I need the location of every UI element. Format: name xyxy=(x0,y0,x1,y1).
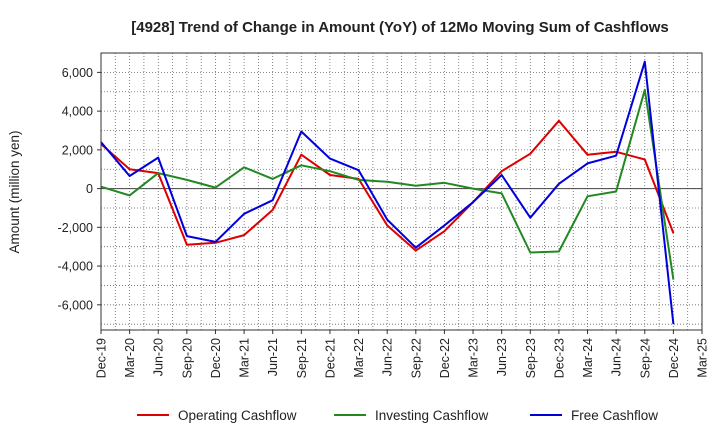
legend-label: Operating Cashflow xyxy=(178,408,297,423)
x-tick-label: Sep-24 xyxy=(638,338,652,378)
y-tick-label: 6,000 xyxy=(62,66,93,80)
x-tick-label: Dec-19 xyxy=(95,338,109,378)
x-tick-label: Dec-24 xyxy=(667,338,681,378)
legend-label: Investing Cashflow xyxy=(375,408,489,423)
x-tick-label: Mar-21 xyxy=(238,338,252,378)
x-axis-ticks: Dec-19 Mar-20 Jun-20 Sep-20 Dec-20 Mar-21 Jun-… xyxy=(95,330,710,378)
x-tick-label: Dec-21 xyxy=(324,338,338,378)
x-tick-label: Dec-20 xyxy=(209,338,223,378)
y-tick-label: 4,000 xyxy=(62,105,93,119)
chart-title: [4928] Trend of Change in Amount (YoY) o… xyxy=(131,19,669,36)
series-line-investing-cashflow xyxy=(100,88,675,280)
y-axis-label: Amount (million yen) xyxy=(7,130,22,253)
x-tick-label: Sep-21 xyxy=(295,338,309,378)
y-tick-label: 2,000 xyxy=(62,143,93,157)
plot-border xyxy=(100,52,703,331)
y-tick-label: -2,000 xyxy=(58,221,93,235)
y-axis-ticks: -6,000 -4,000 -2,000 0 2,000 4,000 6,000 xyxy=(58,66,101,312)
y-tick-label: -6,000 xyxy=(58,298,93,312)
y-tick-label: 0 xyxy=(86,182,93,196)
legend: Operating Cashflow Investing Cashflow Free… xyxy=(137,408,658,423)
x-tick-label: Jun-23 xyxy=(495,338,509,376)
x-tick-label: Jun-24 xyxy=(610,338,624,376)
x-tick-label: Mar-20 xyxy=(123,338,137,378)
x-tick-label: Sep-20 xyxy=(180,338,194,378)
series-line-operating-cashflow xyxy=(100,119,675,252)
y-tick-label: -4,000 xyxy=(58,260,93,274)
x-tick-label: Sep-23 xyxy=(524,338,538,378)
x-tick-label: Dec-22 xyxy=(438,338,452,378)
x-tick-label: Jun-22 xyxy=(381,338,395,376)
legend-label: Free Cashflow xyxy=(571,408,658,423)
gridlines xyxy=(100,52,703,330)
x-tick-label: Jun-20 xyxy=(152,338,166,376)
series-line-free-cashflow xyxy=(100,60,675,325)
x-tick-label: Mar-25 xyxy=(696,338,710,378)
x-tick-label: Sep-22 xyxy=(409,338,423,378)
x-tick-label: Dec-23 xyxy=(552,338,566,378)
series-lines xyxy=(100,60,675,325)
plot-frame xyxy=(100,52,703,331)
x-tick-label: Jun-21 xyxy=(266,338,280,376)
x-tick-label: Mar-22 xyxy=(352,338,366,378)
x-tick-label: Mar-23 xyxy=(467,338,481,378)
x-tick-label: Mar-24 xyxy=(581,338,595,378)
